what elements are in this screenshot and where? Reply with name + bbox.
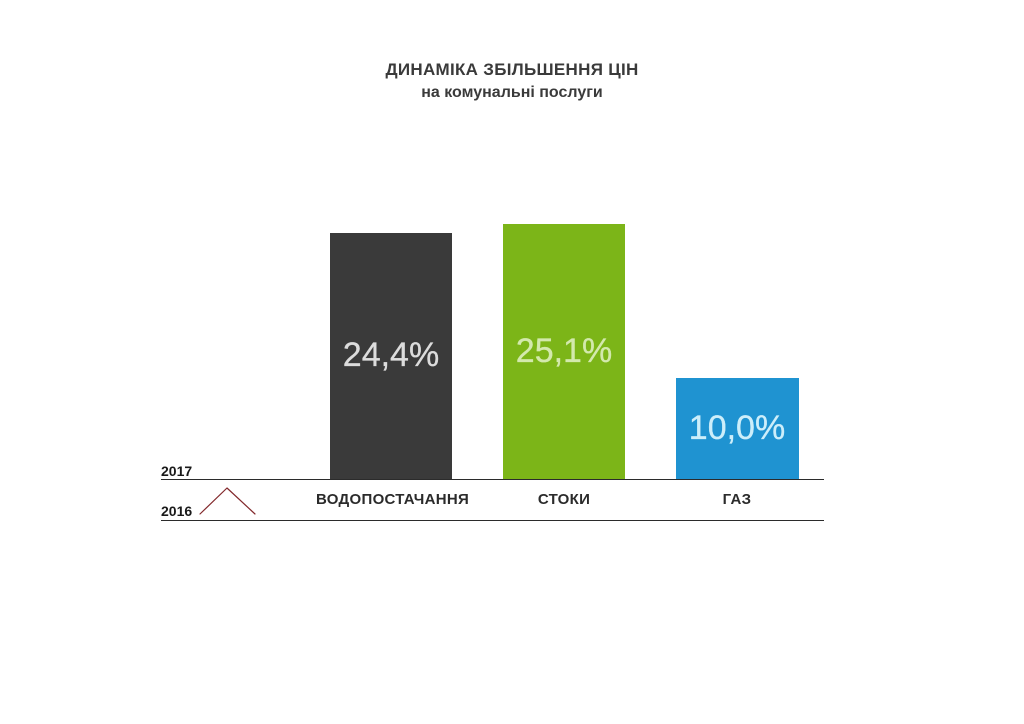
svg-text:25,1%: 25,1% [516,332,612,370]
svg-text:24,4%: 24,4% [343,336,439,374]
svg-text:10,0%: 10,0% [689,409,785,447]
